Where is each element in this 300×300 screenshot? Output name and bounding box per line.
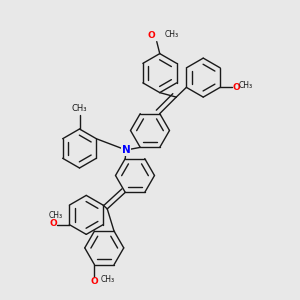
Text: O: O [232,83,240,92]
Text: CH₃: CH₃ [164,30,178,39]
Text: CH₃: CH₃ [49,211,63,220]
Text: CH₃: CH₃ [239,81,253,90]
Text: O: O [50,219,57,228]
Text: O: O [91,278,98,286]
Text: CH₃: CH₃ [101,275,115,284]
Text: N: N [122,145,130,155]
Text: CH₃: CH₃ [72,104,87,113]
Text: O: O [148,31,155,40]
